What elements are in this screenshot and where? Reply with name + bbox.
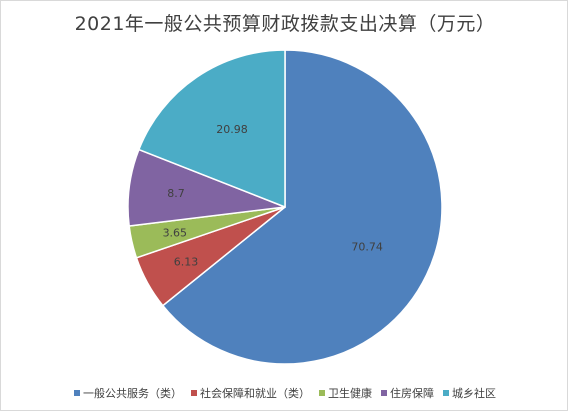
data-label-2: 6.13 <box>174 256 199 269</box>
chart-legend: 一般公共服务（类） 社会保障和就业（类） 卫生健康 住房保障 城乡社区 <box>1 385 568 401</box>
legend-swatch <box>443 390 449 396</box>
legend-swatch <box>319 390 325 396</box>
legend-label: 卫生健康 <box>328 387 372 400</box>
legend-label: 社会保障和就业（类） <box>200 387 310 400</box>
data-label-1: 70.74 <box>351 240 383 253</box>
data-label-4: 8.7 <box>167 187 185 200</box>
legend-item-1: 一般公共服务（类） <box>74 385 182 401</box>
legend-label: 一般公共服务（类） <box>83 387 182 400</box>
chart-title: 2021年一般公共预算财政拨款支出决算（万元） <box>74 13 496 35</box>
legend-label: 城乡社区 <box>452 387 496 400</box>
legend-item-4: 住房保障 <box>381 385 434 401</box>
legend-swatch <box>191 390 197 396</box>
data-label-3: 3.65 <box>163 226 188 239</box>
legend-label: 住房保障 <box>390 387 434 400</box>
legend-swatch <box>381 390 387 396</box>
legend-item-5: 城乡社区 <box>443 385 496 401</box>
legend-swatch <box>74 390 80 396</box>
pie-slice-1 <box>161 49 443 365</box>
legend-item-3: 卫生健康 <box>319 385 372 401</box>
data-label-5: 20.98 <box>216 123 248 136</box>
pie-slice-5 <box>137 49 286 209</box>
legend-item-2: 社会保障和就业（类） <box>191 385 310 401</box>
